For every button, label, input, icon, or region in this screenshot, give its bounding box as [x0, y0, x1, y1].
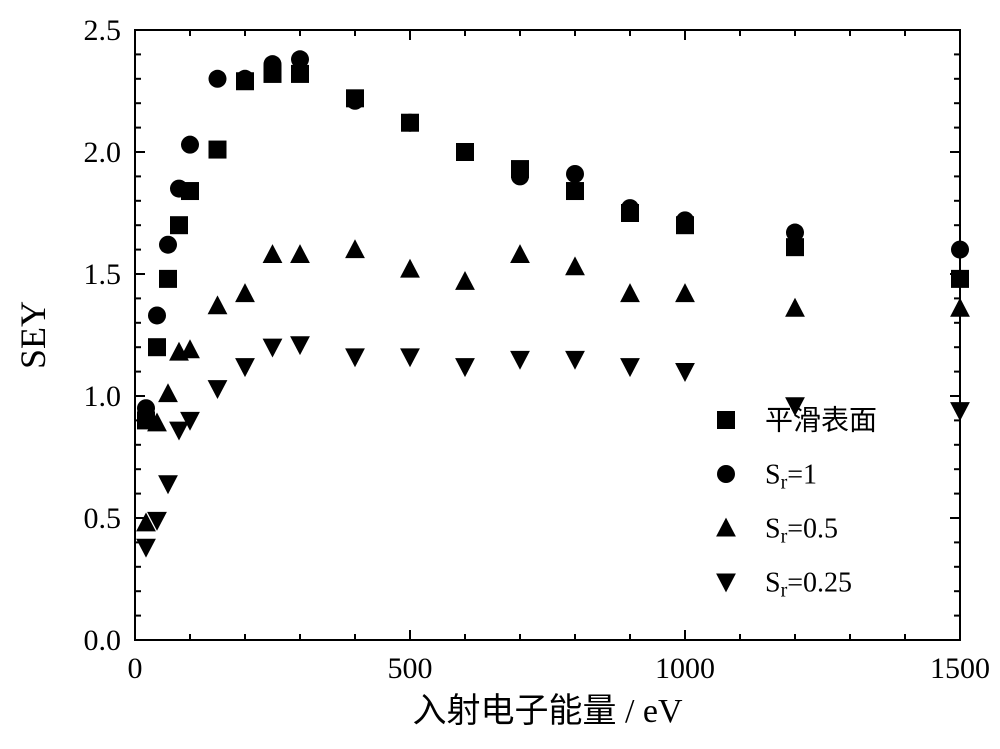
x-tick-label: 1000	[655, 652, 715, 685]
x-axis-label: 入射电子能量 / eV	[412, 692, 683, 730]
y-tick-label: 1.0	[84, 380, 122, 413]
legend-label: Sr=0.5	[765, 513, 838, 547]
sey-scatter-chart: 0 500 1000 1500 0.0 0.5 1.0 1.5 2.0 2.5 入射电子能量 / e…	[0, 0, 1000, 749]
y-tick-label: 0.5	[84, 502, 122, 535]
chart-svg: 0 500 1000 1500 0.0 0.5 1.0 1.5 2.0 2.5 入射电子能量 / e…	[0, 0, 1000, 749]
y-tick-label: 0.0	[84, 624, 122, 657]
x-tick-label: 500	[388, 652, 433, 685]
x-tick-label: 0	[128, 652, 143, 685]
legend-label: 平滑表面	[765, 404, 877, 436]
y-tick-label: 2.5	[84, 14, 122, 47]
y-tick-label: 2.0	[84, 136, 122, 169]
x-tick-label: 1500	[930, 652, 990, 685]
legend-label: Sr=1	[765, 459, 817, 493]
y-tick-label: 1.5	[84, 258, 122, 291]
y-axis-label: SEY	[13, 301, 53, 369]
legend-label: Sr=0.25	[765, 567, 852, 601]
